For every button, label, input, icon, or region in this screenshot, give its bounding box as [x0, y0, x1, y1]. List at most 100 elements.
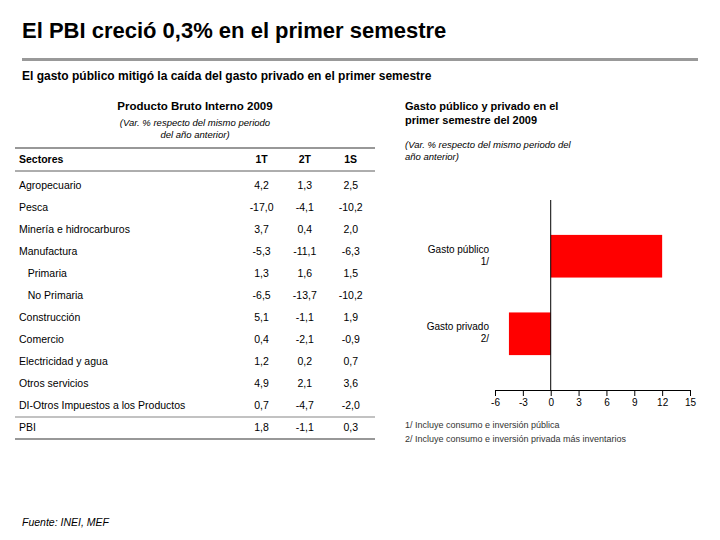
row-label: PBI [19, 421, 36, 433]
y-tick-label-line: Gasto público [428, 244, 490, 255]
table-cell: -4,1 [296, 201, 314, 213]
x-tick-label: 12 [657, 397, 669, 408]
table-cell: -0,9 [342, 333, 360, 345]
table-header: 1T [255, 153, 268, 165]
table-cell: 0,7 [254, 399, 269, 411]
x-tick: -3 [519, 390, 528, 408]
footnote: 1/ Incluye consumo e inversión pública [405, 420, 560, 430]
table-cell: -11,1 [293, 245, 316, 257]
table-subtitle: (Var. % respecto del mismo periododel añ… [120, 117, 270, 140]
table-rule [15, 438, 375, 439]
table-cell: -6,5 [253, 289, 271, 301]
row-label: Primaria [19, 267, 67, 279]
x-tick: -6 [491, 390, 500, 408]
table-cell: -2,1 [296, 333, 314, 345]
table-cell: 0,2 [297, 355, 312, 367]
x-tick: 12 [657, 390, 669, 408]
source: Fuente: INEI, MEF [22, 516, 110, 528]
table-cell: -1,1 [296, 311, 314, 323]
y-tick-label: Gasto privado2/ [427, 321, 490, 344]
separator [22, 58, 698, 61]
x-tick-mark [634, 390, 635, 396]
chart-title-line: Gasto público y privado en el [405, 100, 558, 112]
y-tick-label-line: Gasto privado [427, 321, 490, 332]
table-cell: 2,5 [343, 179, 358, 191]
x-tick-mark [551, 390, 552, 396]
x-tick: 0 [548, 390, 554, 408]
chart-subtitle: (Var. % respecto del mismo periodo delañ… [405, 139, 572, 162]
bar-chart: Gasto público y privado en el primer seme… [405, 100, 696, 444]
y-axis: Gasto público1/Gasto privado2/ [427, 244, 490, 345]
row-label: Agropecuario [19, 179, 82, 191]
chart-title-line: primer semestre del 2009 [405, 114, 537, 126]
table-cell: -13,7 [293, 289, 317, 301]
x-tick-mark [606, 390, 607, 396]
table-header: Sectores [19, 153, 64, 165]
table-cell: -10,2 [339, 201, 363, 213]
table-cell: 1,9 [343, 311, 358, 323]
table-rule [15, 417, 375, 418]
row-label: Construcción [19, 311, 80, 323]
table-cell: -10,2 [339, 289, 363, 301]
subtitle: El gasto público mitigó la caída del gas… [22, 69, 432, 83]
table-cell: 3,6 [343, 377, 358, 389]
row-label: Comercio [19, 333, 64, 345]
x-tick-mark [690, 390, 691, 396]
table-cell: 5,1 [254, 311, 269, 323]
chart-subtitle-line: (Var. % respecto del mismo periodo del [405, 139, 572, 150]
y-tick: Gasto público1/ [428, 244, 490, 267]
x-tick: 6 [604, 390, 610, 408]
x-tick-mark [579, 390, 580, 396]
table-cell: 2,1 [297, 377, 312, 389]
footnote: 2/ Incluye consumo e inversión privada m… [405, 434, 627, 444]
table-cell: 0,4 [254, 333, 269, 345]
x-tick-label: 0 [548, 397, 554, 408]
x-tick-label: 9 [632, 397, 638, 408]
x-tick-mark [523, 390, 524, 396]
table-cell: 1,8 [254, 421, 269, 433]
x-tick-label: -6 [491, 397, 500, 408]
bar [509, 312, 551, 355]
x-tick-label: -3 [519, 397, 528, 408]
table-cell: -6,3 [342, 245, 360, 257]
x-tick-label: 15 [685, 397, 697, 408]
x-tick-label: 6 [604, 397, 610, 408]
chart-title: Gasto público y privado en el primer seme… [405, 100, 558, 126]
table-cell: 4,2 [254, 179, 269, 191]
bar [551, 235, 662, 278]
table-header: 1S [344, 153, 357, 165]
y-tick-label-line: 2/ [481, 333, 490, 344]
table-cell: 0,4 [297, 223, 312, 235]
table-cell: -1,1 [296, 421, 314, 433]
y-tick: Gasto privado2/ [427, 321, 490, 344]
x-tick: 9 [632, 390, 638, 408]
table-cell: -17,0 [250, 201, 274, 213]
table: Producto Bruto Interno 2009(Var. % respe… [15, 100, 375, 439]
table-cell: 3,7 [254, 223, 269, 235]
table-header: 2T [299, 153, 312, 165]
x-tick: 15 [685, 390, 697, 408]
x-tick: 3 [576, 390, 582, 408]
table-rule [15, 147, 375, 148]
row-label: Electricidad y agua [19, 355, 108, 367]
table-cell: -4,7 [296, 399, 314, 411]
x-axis-line [496, 391, 691, 397]
table-cell: 2,0 [343, 223, 358, 235]
bars [509, 235, 662, 355]
row-label: DI-Otros Impuestos a los Productos [19, 399, 185, 411]
table-cell: 1,5 [343, 267, 358, 279]
table-cell: 1,3 [254, 267, 269, 279]
row-label: No Primaria [19, 289, 83, 301]
row-label: Otros servicios [19, 377, 88, 389]
table-cell: 1,2 [254, 355, 269, 367]
table-rule [15, 171, 375, 172]
x-tick-label: 3 [576, 397, 582, 408]
x-tick-mark [495, 390, 496, 396]
zero-line [550, 200, 551, 390]
row-label: Minería e hidrocarburos [19, 223, 130, 235]
title: El PBI creció 0,3% en el primer semestre [22, 18, 446, 43]
row-label: Pesca [19, 201, 48, 213]
x-tick-mark [662, 390, 663, 396]
y-tick-label-line: 1/ [481, 256, 490, 267]
table-cell: 1,3 [297, 179, 312, 191]
